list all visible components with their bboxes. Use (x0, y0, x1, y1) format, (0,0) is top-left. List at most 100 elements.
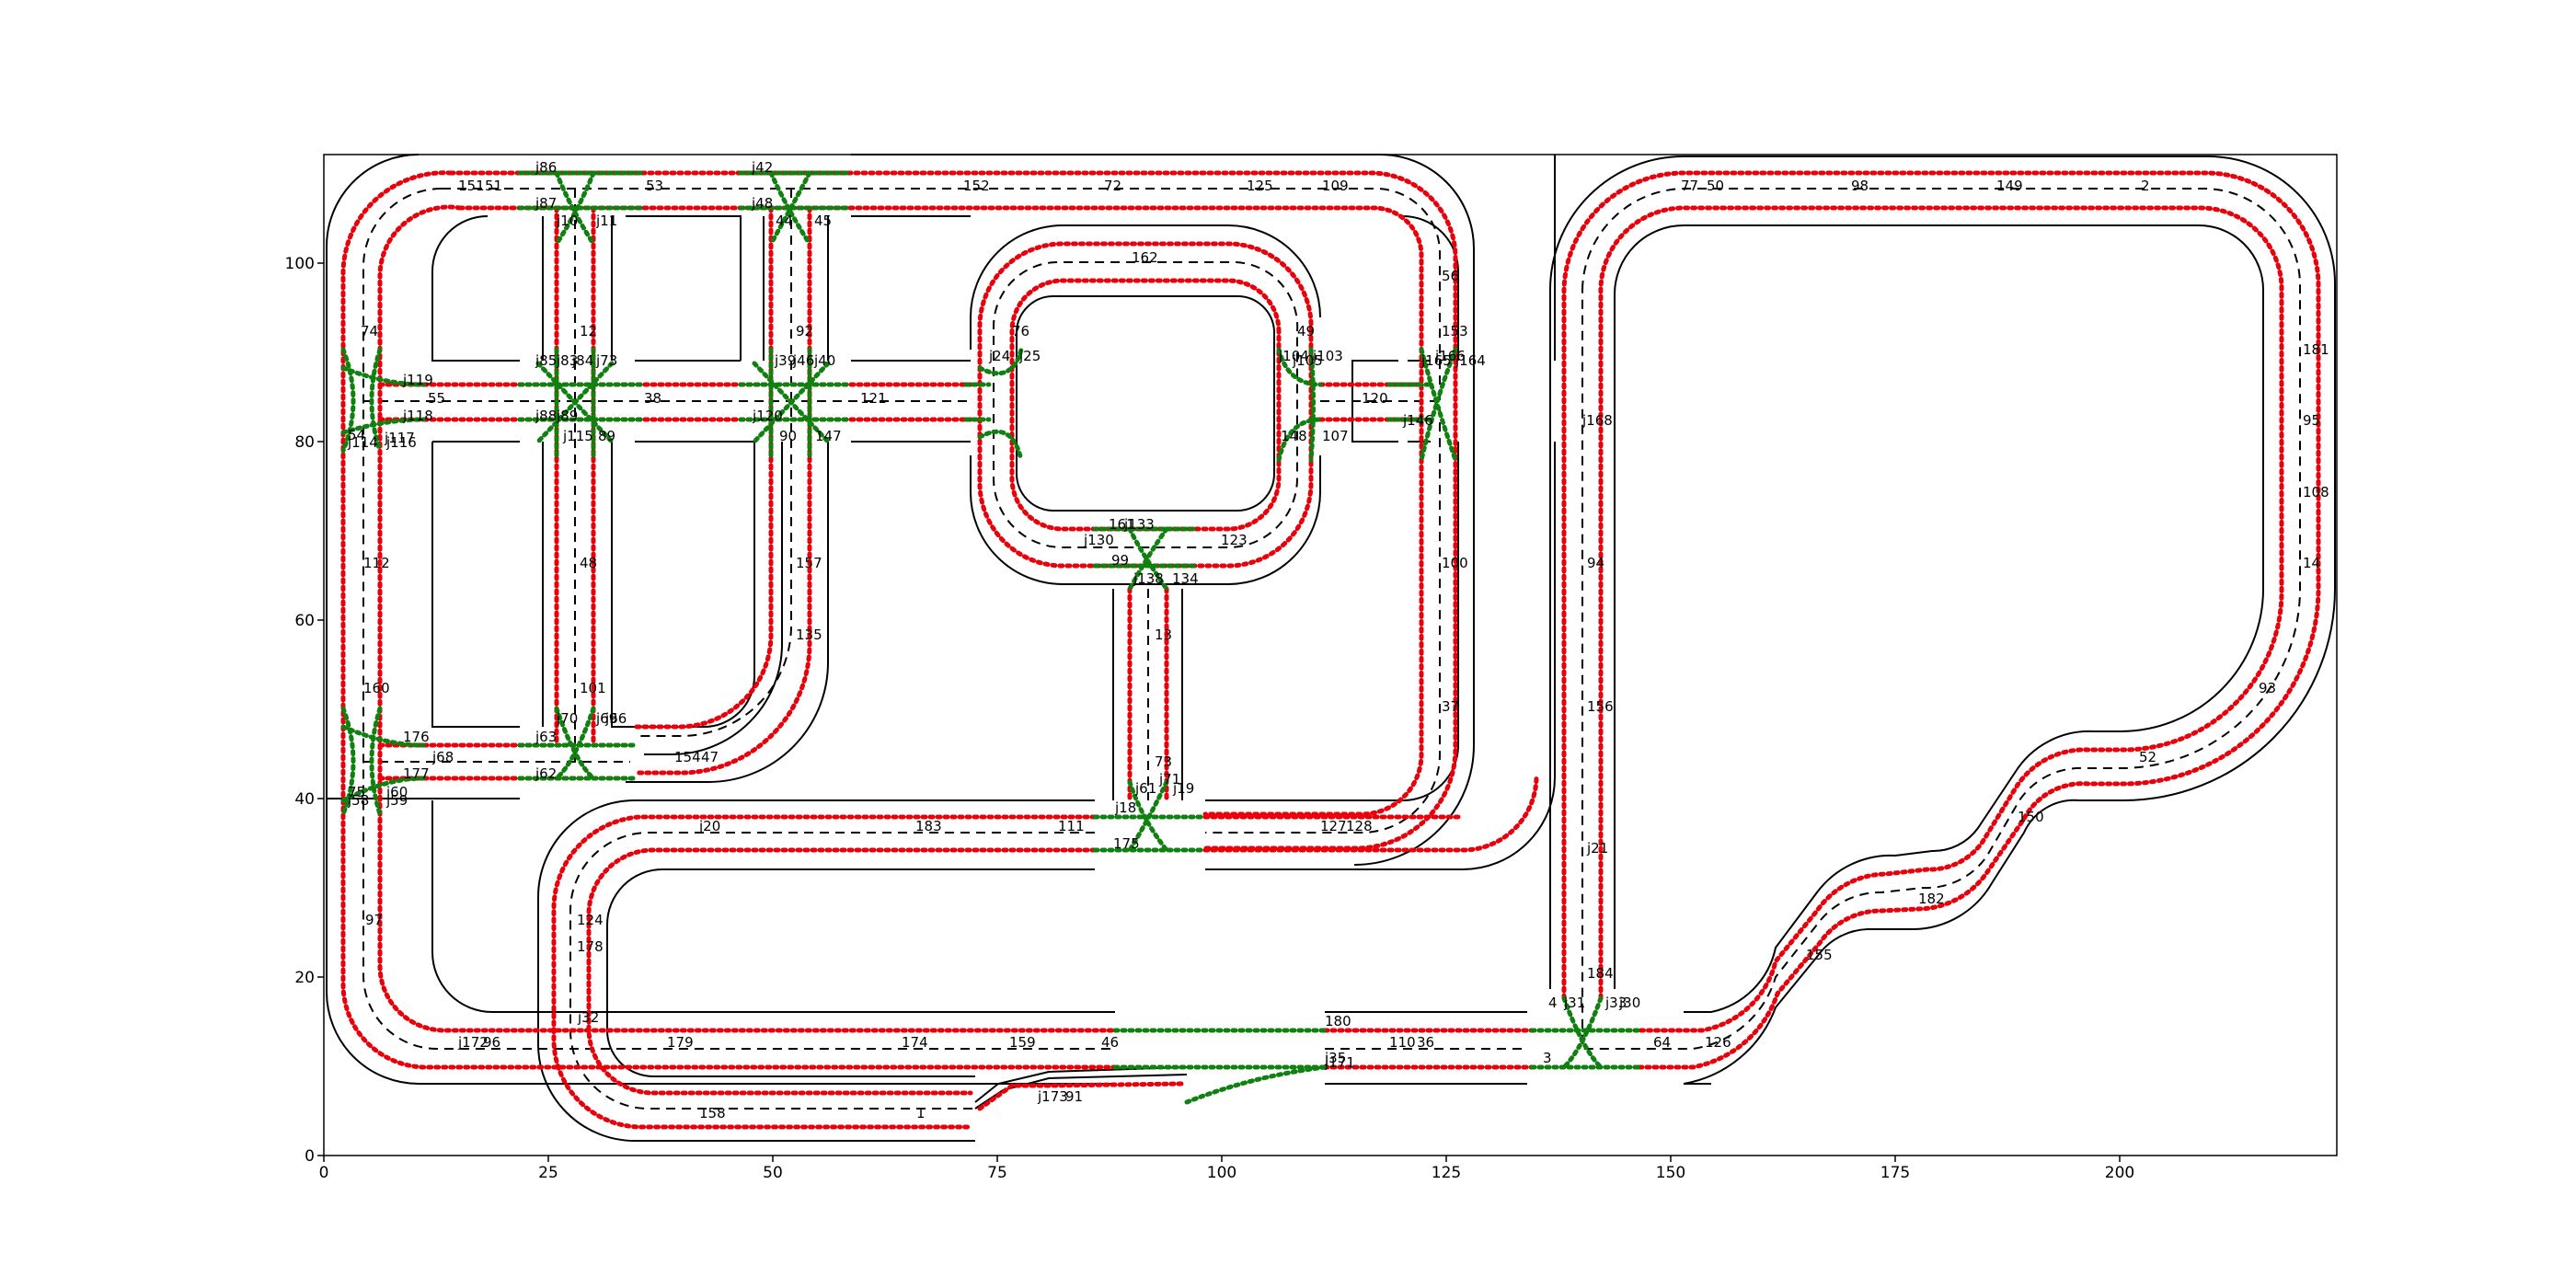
edge-lower-right (1205, 442, 1556, 870)
road-label: 110 (1389, 1034, 1416, 1051)
y-tick-label: 40 (294, 790, 315, 809)
road-label: j116 (385, 434, 417, 451)
edge-ring-inner (1016, 294, 1275, 512)
road-label: j69 (595, 710, 617, 727)
road-label: j84 (571, 352, 593, 369)
road-label: 44 (776, 213, 793, 229)
road-label: j60 (385, 784, 408, 800)
road-label: 55 (428, 390, 445, 407)
axes-frame (323, 154, 2338, 1156)
road-label: 178 (577, 938, 604, 955)
road-label: j11 (595, 213, 617, 229)
road-label: j33 (1604, 995, 1627, 1011)
road-label: j18 (1114, 799, 1136, 816)
road-label: j71 (1158, 771, 1180, 788)
edge-block-f (542, 441, 755, 728)
junction-j165 (1386, 347, 1458, 463)
road-label: j114 (347, 434, 378, 451)
road-label: j30 (1618, 995, 1640, 1011)
lane-ramp (977, 1081, 1185, 1111)
road-label: j40 (813, 352, 835, 369)
edge-ring-stem (1112, 589, 1183, 800)
road-label: j35 (1324, 1050, 1346, 1066)
road-label: 176 (403, 729, 430, 745)
edge-block-a (431, 215, 520, 362)
road-label: 161 (1109, 516, 1135, 533)
junction-j42 (738, 170, 854, 247)
road-label: j130 (1083, 532, 1114, 548)
road-label: 94 (1587, 555, 1604, 571)
road-label: j166 (1434, 348, 1466, 364)
edge-ring-outer-top (970, 224, 1321, 350)
lane-top-outer (448, 170, 1458, 851)
road-label: 156 (1587, 698, 1614, 715)
road-label: 152 (963, 178, 990, 194)
x-tick-label: 100 (1207, 1164, 1236, 1182)
road-label: 179 (667, 1034, 694, 1051)
x-tick-label: 125 (1432, 1164, 1461, 1182)
x-tick-label: 75 (987, 1164, 1007, 1182)
road-label: 100 (1442, 555, 1468, 571)
road-label: 111 (1058, 818, 1085, 834)
road-label: 95 (2303, 412, 2320, 429)
road-label: 47 (701, 749, 719, 765)
road-label: 46 (1101, 1034, 1119, 1051)
lane-lower-inner (586, 847, 1098, 1096)
road-label: j73 (595, 352, 617, 369)
junction-j24 (963, 347, 1024, 463)
road-label: 177 (403, 765, 430, 782)
junction-j86 (517, 170, 647, 247)
road-label: 147 (815, 428, 842, 444)
road-label: 36 (1417, 1034, 1434, 1051)
road-label: j164 (1455, 352, 1486, 369)
road-label: j87 (535, 195, 557, 212)
y-tick-label: 80 (294, 433, 315, 452)
lane-lower-outer (551, 814, 1098, 1130)
road-label: 45 (814, 213, 832, 229)
road-label: j105 (1292, 352, 1323, 369)
edge-right-verticals (1549, 290, 1616, 989)
road-label: 12 (580, 323, 597, 339)
road-label: j120 (752, 408, 783, 424)
road-label: j115 (562, 428, 593, 444)
edge-block-b (431, 442, 520, 728)
road-label: 120 (1362, 390, 1388, 407)
road-label: 3 (1543, 1050, 1552, 1066)
road-label: 109 (1322, 178, 1349, 194)
road-label: 77 (1681, 178, 1698, 194)
center-top-run (442, 188, 1441, 834)
road-label: 128 (1346, 818, 1373, 834)
junction-j39 (738, 347, 854, 463)
lane-ring-inner (1009, 278, 1282, 532)
road-label: 98 (1851, 178, 1869, 194)
road-label: j168 (1581, 412, 1613, 429)
road-label: 158 (699, 1105, 726, 1121)
road-label: 127 (1320, 818, 1347, 834)
x-tick-label: 175 (1880, 1164, 1910, 1182)
axis-ticks (317, 262, 2121, 1162)
road-label: j42 (751, 159, 773, 176)
road-label: 73 (1155, 753, 1172, 770)
road-label: 14 (2303, 555, 2320, 571)
road-label: 149 (1996, 178, 2023, 194)
road-label: 180 (1325, 1013, 1351, 1029)
road-label: 135 (796, 627, 822, 643)
road-label: 56 (1442, 268, 1459, 284)
edge-lower-inner (606, 868, 1095, 1077)
road-label: 48 (580, 555, 597, 571)
center-lower-loop (569, 832, 1095, 1110)
lane-left-inner (377, 204, 1118, 1033)
lane-left-outer (340, 170, 1118, 1070)
y-tick-label: 100 (285, 255, 315, 273)
road-label: j66 (604, 710, 627, 727)
road-label: 155 (1806, 947, 1833, 963)
road-label: j117 (384, 430, 415, 446)
road-label: 160 (363, 680, 390, 696)
road-label: j133 (1123, 516, 1155, 533)
road-label: 97 (365, 912, 383, 928)
road-label: 151 (458, 178, 485, 194)
road-label: 49 (1297, 323, 1315, 339)
lane-v2 (632, 205, 812, 776)
edge-block-h (626, 442, 829, 783)
